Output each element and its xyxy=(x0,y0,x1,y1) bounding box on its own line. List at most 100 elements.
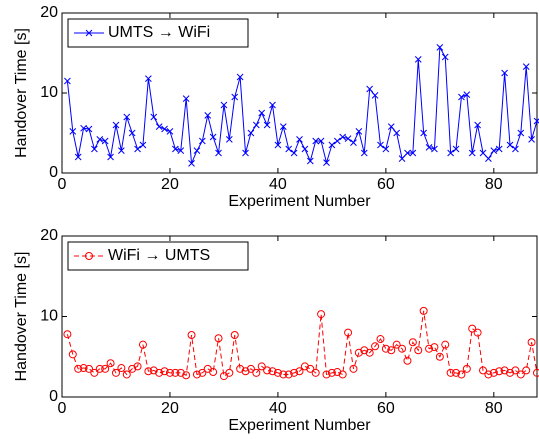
marker xyxy=(91,145,98,153)
subplot: 0 10 20 0 20 40 60 80 Experiment Number Handover … xyxy=(13,4,539,210)
marker xyxy=(155,123,163,130)
marker xyxy=(501,69,508,77)
marker xyxy=(171,368,180,377)
marker xyxy=(468,324,477,333)
marker xyxy=(474,121,481,129)
marker xyxy=(317,310,326,319)
marker xyxy=(188,160,195,167)
y-tick-label: 20 xyxy=(40,4,58,21)
marker xyxy=(354,348,363,357)
marker xyxy=(268,367,277,376)
marker xyxy=(506,141,514,149)
marker xyxy=(420,129,428,137)
marker xyxy=(393,129,401,137)
marker xyxy=(231,93,239,101)
x-tick-label: 80 xyxy=(485,176,503,193)
legend-label: WiFi → UMTS xyxy=(108,247,210,264)
marker xyxy=(409,149,417,157)
marker xyxy=(408,338,417,347)
marker xyxy=(516,370,525,379)
marker xyxy=(241,367,250,376)
marker xyxy=(447,149,454,157)
marker xyxy=(242,149,249,157)
marker xyxy=(441,340,450,349)
marker xyxy=(177,147,185,154)
marker xyxy=(63,330,72,339)
marker xyxy=(96,136,104,143)
marker xyxy=(344,135,352,142)
marker xyxy=(398,155,406,162)
marker xyxy=(404,149,411,157)
marker xyxy=(522,63,530,70)
x-tick-label: 60 xyxy=(377,400,395,417)
legend: WiFi → UMTS xyxy=(67,241,249,271)
marker xyxy=(134,145,141,153)
marker xyxy=(182,95,190,102)
marker xyxy=(111,368,120,377)
marker xyxy=(101,364,110,373)
marker xyxy=(425,344,434,353)
marker xyxy=(419,306,428,315)
marker xyxy=(333,368,342,377)
marker xyxy=(463,91,471,98)
marker xyxy=(360,149,368,157)
marker xyxy=(247,129,255,137)
marker xyxy=(312,137,320,145)
marker xyxy=(462,364,471,373)
marker xyxy=(333,137,341,145)
marker xyxy=(528,136,535,143)
marker xyxy=(349,364,358,373)
marker xyxy=(495,145,503,153)
marker xyxy=(371,92,379,99)
marker xyxy=(479,149,487,157)
marker xyxy=(457,370,466,379)
marker xyxy=(403,356,412,365)
y-tick-label: 10 xyxy=(40,84,58,101)
marker xyxy=(296,136,303,143)
marker xyxy=(101,137,109,145)
marker xyxy=(236,73,244,81)
marker xyxy=(209,368,218,377)
marker xyxy=(182,371,191,380)
marker xyxy=(285,145,293,153)
marker xyxy=(290,368,299,377)
marker xyxy=(458,93,465,101)
marker xyxy=(323,159,330,166)
marker xyxy=(198,368,207,377)
marker xyxy=(258,109,266,117)
marker xyxy=(366,85,374,93)
marker xyxy=(171,145,179,153)
marker xyxy=(85,125,93,133)
x-tick-label: 40 xyxy=(269,400,287,417)
series-line xyxy=(66,45,538,165)
marker xyxy=(220,101,228,109)
marker xyxy=(517,129,525,137)
x-tick-label: 20 xyxy=(161,176,179,193)
marker xyxy=(215,149,222,157)
marker xyxy=(252,368,261,377)
marker xyxy=(360,346,369,355)
marker xyxy=(187,331,196,340)
x-tick-label: 20 xyxy=(161,400,179,417)
marker xyxy=(112,121,120,129)
marker xyxy=(279,123,287,130)
marker xyxy=(382,145,390,153)
x-tick-label: 0 xyxy=(58,176,67,193)
marker xyxy=(64,77,71,85)
marker xyxy=(473,328,482,337)
marker xyxy=(479,366,488,375)
marker xyxy=(139,141,147,149)
marker xyxy=(225,136,233,143)
marker xyxy=(306,157,314,165)
marker xyxy=(133,362,142,371)
marker xyxy=(74,153,82,161)
marker xyxy=(193,147,201,154)
marker xyxy=(452,145,460,153)
marker xyxy=(446,368,455,377)
marker xyxy=(155,368,164,377)
marker xyxy=(338,370,347,379)
marker xyxy=(500,366,509,375)
marker xyxy=(317,137,325,145)
marker xyxy=(74,364,83,373)
